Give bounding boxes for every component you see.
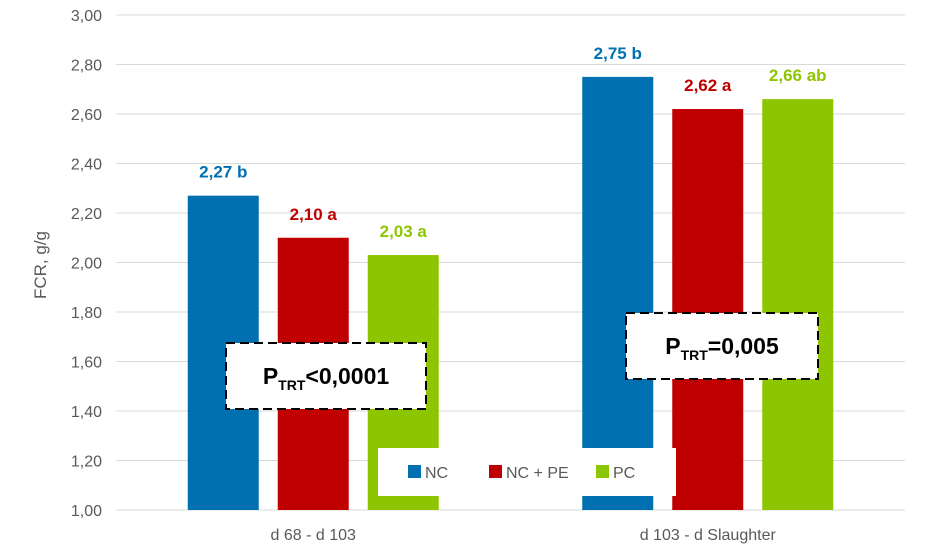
legend-swatch [408, 465, 421, 478]
bar [582, 76, 654, 510]
legend-label: PC [613, 465, 635, 482]
p-value-box: PTRT<0,0001 [225, 342, 427, 410]
bar [672, 109, 744, 511]
p-value-text: PTRT<0,0001 [263, 363, 390, 393]
data-label: 2,62 a [684, 76, 732, 95]
data-label: 2,75 b [594, 44, 642, 63]
category-label: d 103 - d Slaughter [640, 527, 777, 544]
data-label: 2,66 ab [769, 66, 827, 85]
legend: NC NC + PE PC [378, 448, 676, 496]
data-labels: 2,27 b 2,10 a 2,03 a 2,75 b 2,62 a 2,66 ab [199, 44, 826, 241]
category-label: d 68 - d 103 [271, 527, 357, 544]
p-value-annotations: PTRT<0,0001 PTRT=0,005 [225, 312, 819, 410]
y-tick-label: 2,20 [71, 206, 102, 223]
p-value-box-border [225, 342, 427, 410]
y-axis-ticks: 1,00 1,20 1,40 1,60 1,80 2,00 2,20 2,40 2,60 2,80… [71, 8, 102, 520]
legend-item: NC + PE [489, 465, 569, 482]
data-label: 2,10 a [290, 205, 338, 224]
category-labels: d 68 - d 103 d 103 - d Slaughter [271, 527, 777, 544]
legend-label: NC [425, 465, 448, 482]
p-value-text: PTRT=0,005 [665, 333, 779, 363]
data-label: 2,27 b [199, 163, 247, 182]
y-axis-label: FCR, g/g [31, 231, 50, 299]
legend-background [378, 448, 676, 496]
legend-item: NC [408, 465, 448, 482]
y-tick-label: 2,00 [71, 256, 102, 273]
legend-item: PC [596, 465, 635, 482]
legend-swatch [489, 465, 502, 478]
y-tick-label: 2,80 [71, 58, 102, 75]
y-tick-label: 1,00 [71, 503, 102, 520]
p-value-box: PTRT=0,005 [625, 312, 819, 380]
y-tick-label: 1,60 [71, 355, 102, 372]
y-tick-label: 1,40 [71, 404, 102, 421]
y-tick-label: 2,60 [71, 107, 102, 124]
y-tick-label: 1,80 [71, 305, 102, 322]
p-value-box-border [625, 312, 819, 380]
legend-label: NC + PE [506, 465, 569, 482]
y-tick-label: 2,40 [71, 157, 102, 174]
data-label: 2,03 a [380, 222, 428, 241]
bars [187, 76, 834, 511]
y-tick-label: 3,00 [71, 8, 102, 25]
bar [762, 99, 834, 511]
y-tick-label: 1,20 [71, 454, 102, 471]
legend-swatch [596, 465, 609, 478]
